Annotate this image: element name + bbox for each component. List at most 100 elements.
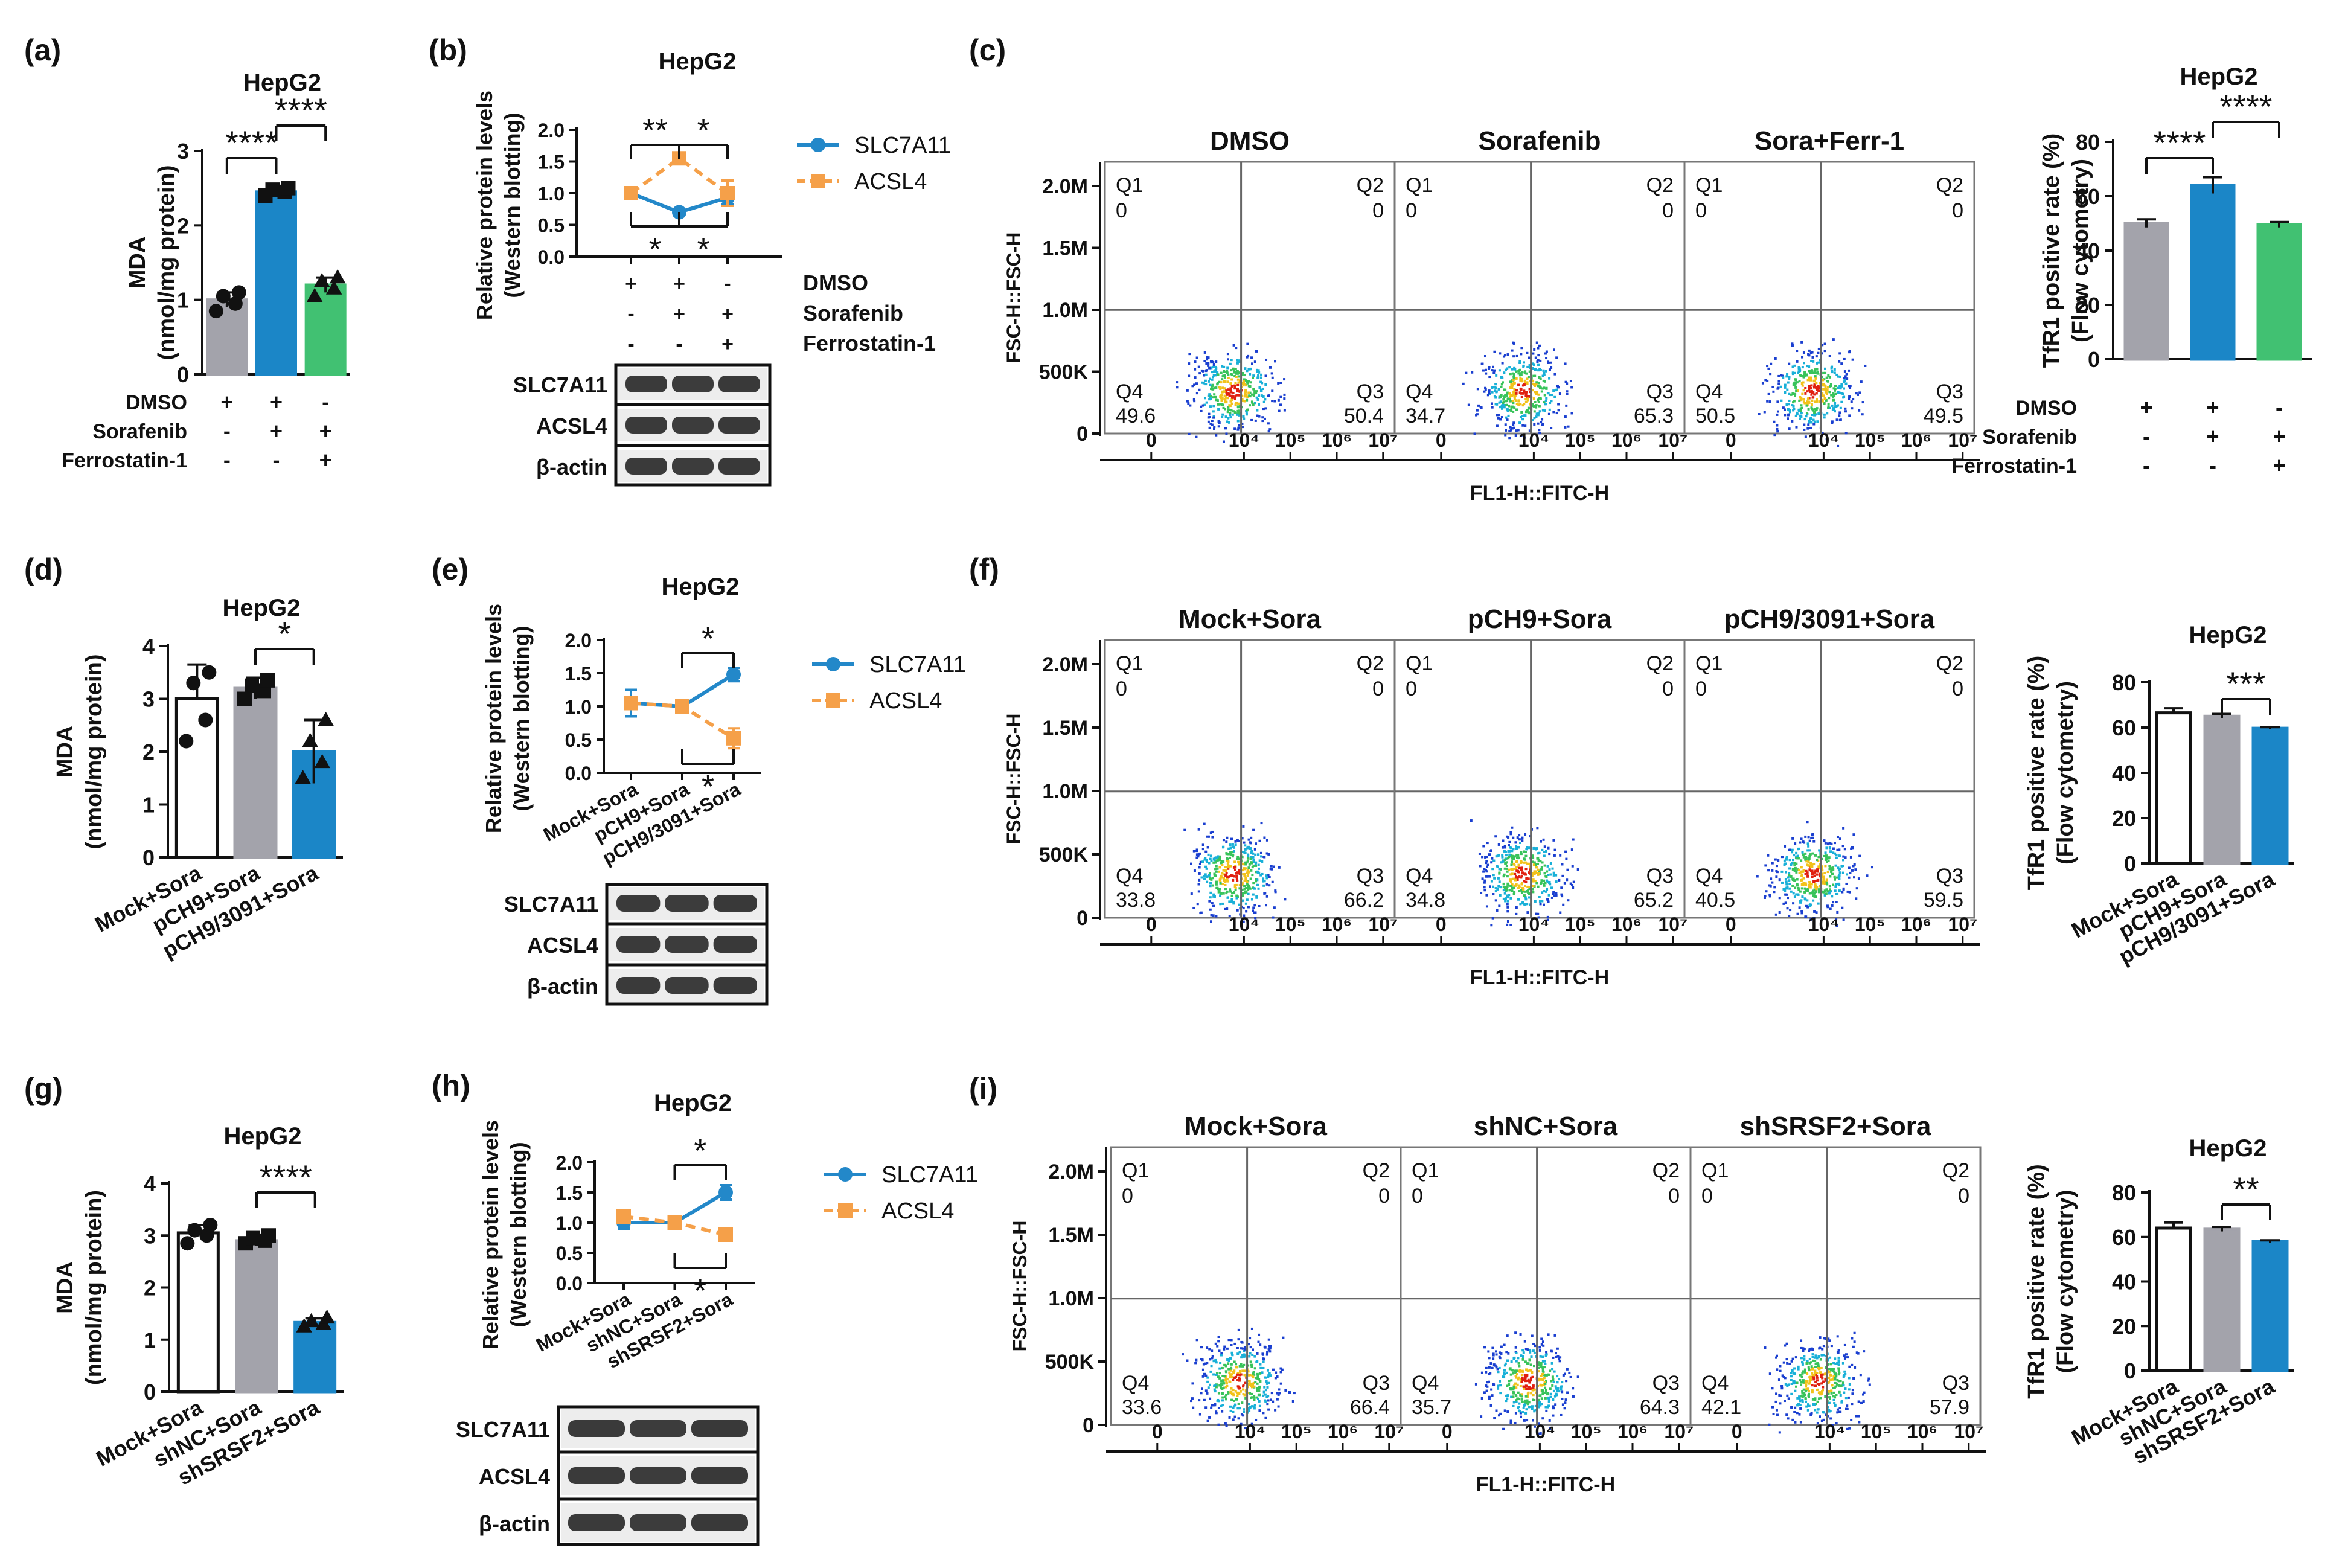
flow-event [1209, 854, 1212, 857]
blot-band [665, 977, 709, 994]
flow-event [1758, 413, 1761, 416]
flow-event [1498, 401, 1501, 404]
flow-event [1808, 857, 1811, 860]
flow-event [1837, 866, 1840, 869]
flow-event [1554, 1385, 1557, 1388]
flow-event [1228, 1380, 1231, 1383]
flow-event [1768, 894, 1771, 897]
flow-event [1217, 870, 1220, 873]
flow-event [1201, 404, 1204, 407]
y-tick-label: 4 [142, 634, 155, 659]
flow-event [1802, 398, 1805, 401]
flow-event [1496, 1368, 1499, 1371]
flow-event [1243, 892, 1246, 895]
flow-event [1764, 379, 1767, 382]
flow-event [1829, 842, 1832, 845]
flow-event [1798, 1395, 1801, 1398]
flow-event [1485, 862, 1488, 865]
flow-event [1506, 906, 1509, 909]
flow-event [1229, 856, 1232, 859]
flow-event [1788, 378, 1791, 381]
flow-event [1526, 889, 1529, 892]
flow-event [1229, 387, 1232, 390]
legend-label: SLC7A11 [854, 133, 951, 158]
flow-event [1537, 859, 1540, 862]
flow-event [1502, 381, 1505, 384]
facet-title: Mock+Sora [1179, 604, 1322, 634]
flow-event [1510, 857, 1513, 860]
flow-event [1535, 871, 1538, 874]
flow-event [1834, 405, 1837, 408]
flow-event [1824, 371, 1827, 374]
flow-event [1224, 888, 1227, 891]
flow-event [1828, 1401, 1831, 1404]
flow-event [1564, 1401, 1567, 1404]
flow-event [1249, 857, 1252, 860]
flow-event [1242, 380, 1245, 383]
flow-event [1832, 1362, 1835, 1365]
flow-event [1239, 1390, 1242, 1393]
flow-event [1505, 1394, 1508, 1397]
flow-event [1264, 398, 1267, 401]
flow-event [1518, 885, 1521, 888]
flow-event [1809, 387, 1812, 390]
chart-title: HepG2 [662, 574, 740, 600]
flow-event [1791, 404, 1794, 407]
flow-event [1511, 1369, 1514, 1372]
bar [2251, 726, 2289, 865]
y-axis-label: MDA [53, 1261, 78, 1314]
flow-event [1551, 1368, 1554, 1371]
flow-event [1801, 366, 1804, 369]
bar [2123, 222, 2169, 361]
flow-event [1488, 853, 1491, 856]
flow-event [1838, 411, 1841, 414]
flow-event [1243, 872, 1246, 875]
flow-event [1262, 878, 1265, 882]
quadrant-value: 0 [1958, 1185, 1969, 1208]
flow-event [1518, 421, 1521, 424]
flow-event [1528, 364, 1531, 367]
flow-event [1822, 878, 1825, 882]
flow-event [1252, 394, 1255, 397]
flow-event [1237, 371, 1240, 374]
flow-event [1814, 413, 1817, 416]
flow-event [1556, 1375, 1559, 1378]
flow-event [1841, 845, 1844, 848]
flow-event [1848, 876, 1851, 879]
flow-event [1545, 1351, 1548, 1354]
flow-event [1189, 404, 1192, 407]
facet-title: Sorafenib [1479, 126, 1601, 156]
flow-event [1217, 855, 1220, 858]
significance-stars: *** [2226, 665, 2265, 703]
flow-event [1857, 1415, 1860, 1418]
flow-event [1493, 1417, 1496, 1420]
flow-event [1815, 911, 1818, 914]
flow-event [1807, 845, 1810, 848]
flow-event [1256, 414, 1259, 417]
flow-event [1217, 1336, 1220, 1339]
flow-event [1259, 376, 1262, 379]
flow-event [1830, 1345, 1833, 1348]
flow-event [1813, 1365, 1816, 1368]
flow-event [1778, 1394, 1781, 1397]
flow-event [1232, 1392, 1235, 1395]
flow-event [1800, 866, 1803, 869]
flow-event [1837, 391, 1840, 394]
flow-event [1504, 394, 1507, 397]
flow-event [1800, 1339, 1803, 1342]
flow-event [1486, 842, 1489, 845]
y-tick-label: 1 [142, 793, 155, 818]
blot-band [568, 1467, 625, 1484]
flow-event [1497, 1371, 1500, 1374]
flow-event [1213, 1388, 1216, 1391]
panel-label: (d) [24, 552, 63, 586]
flow-event [1204, 1374, 1208, 1377]
flow-event [1776, 427, 1779, 430]
flow-event [1799, 1403, 1802, 1406]
flow-event [1816, 370, 1819, 373]
flow-event [1535, 381, 1538, 384]
flow-event [1503, 1343, 1506, 1346]
flow-event [1521, 424, 1524, 427]
flow-event [1799, 396, 1802, 399]
flow-event [1534, 870, 1537, 873]
